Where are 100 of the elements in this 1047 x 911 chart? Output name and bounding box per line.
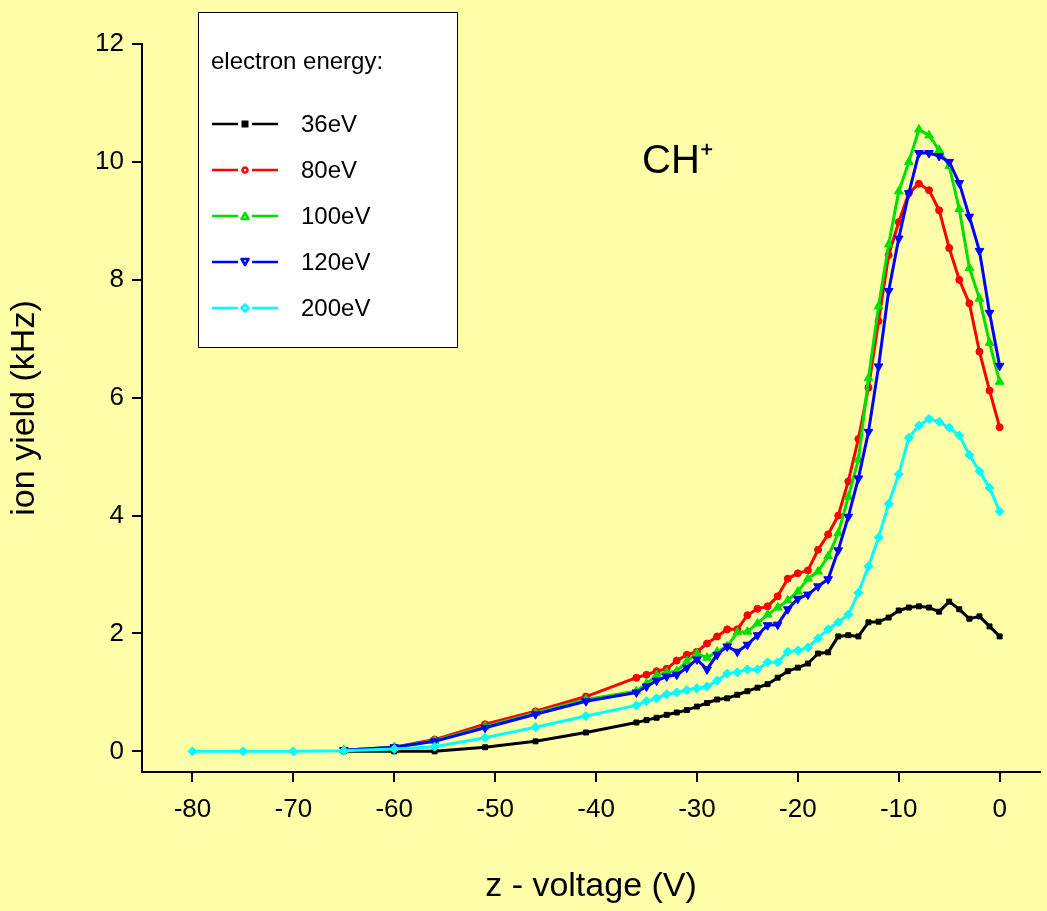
point (782, 594, 793, 604)
point (753, 604, 762, 613)
point (722, 668, 733, 679)
point (772, 657, 783, 668)
point (996, 633, 1003, 640)
point (994, 376, 1005, 385)
point (772, 602, 783, 611)
legend-title: electron energy: (210, 47, 385, 76)
point (865, 619, 872, 626)
point (974, 247, 985, 257)
point (742, 641, 753, 651)
point (802, 642, 813, 653)
x-tick-label: -80 (173, 792, 212, 823)
point (835, 633, 842, 640)
point (671, 671, 682, 681)
point (863, 428, 874, 438)
point (641, 683, 652, 693)
point (673, 709, 680, 716)
point (803, 591, 813, 601)
point (682, 655, 692, 665)
point (683, 707, 690, 714)
point (794, 664, 801, 671)
point (883, 498, 894, 509)
point (994, 362, 1005, 372)
point (712, 675, 723, 686)
point (732, 648, 743, 658)
x-tick-label: -20 (779, 792, 817, 823)
point (288, 746, 299, 757)
annotation: CH⁺ (642, 137, 714, 182)
point (530, 711, 541, 720)
point (974, 293, 985, 302)
point (723, 625, 732, 634)
y-tick-label: 0 (109, 734, 124, 765)
point (883, 287, 894, 297)
point (580, 711, 591, 721)
point (793, 569, 802, 578)
x-tick-label: -50 (476, 792, 514, 823)
point (631, 689, 642, 698)
point (893, 235, 904, 245)
point (855, 633, 862, 640)
point (974, 466, 985, 477)
point (833, 547, 844, 556)
point (976, 613, 983, 620)
point (480, 732, 491, 743)
point (672, 656, 681, 665)
point (704, 700, 711, 707)
point (934, 416, 945, 427)
legend-label: 200eV (301, 294, 371, 322)
point (653, 714, 660, 721)
point (813, 583, 823, 592)
point (853, 475, 864, 484)
point (762, 657, 773, 668)
y-tick-label: 6 (109, 380, 124, 411)
legend-label: 120eV (301, 248, 371, 276)
point (885, 614, 892, 621)
point (641, 696, 652, 707)
point (895, 607, 902, 614)
point (964, 449, 975, 460)
point (955, 275, 964, 284)
point (792, 645, 803, 656)
y-tick-label: 12 (95, 27, 124, 58)
point (813, 633, 824, 644)
point (863, 561, 874, 572)
point (793, 595, 803, 605)
point (742, 626, 753, 635)
point (893, 469, 904, 480)
point (823, 550, 833, 560)
point (905, 604, 912, 611)
point (893, 185, 904, 195)
point (995, 423, 1004, 432)
point (934, 144, 944, 154)
point (984, 482, 995, 493)
point (772, 621, 783, 631)
point (632, 673, 641, 682)
point (823, 624, 834, 635)
point (914, 150, 924, 159)
point (873, 532, 884, 543)
y-tick-label: 2 (109, 616, 124, 647)
point (924, 150, 934, 159)
point (702, 652, 712, 661)
point (883, 238, 894, 248)
point (945, 243, 954, 252)
point (784, 668, 791, 675)
point (773, 592, 782, 601)
point (631, 700, 642, 711)
point (954, 180, 965, 189)
point (682, 664, 692, 674)
point (965, 299, 974, 308)
point (913, 420, 924, 431)
point (845, 632, 852, 639)
point (964, 213, 975, 223)
point (914, 123, 924, 133)
point (956, 606, 963, 613)
legend-label: 36eV (301, 110, 358, 138)
point (904, 156, 914, 165)
y-tick-label: 4 (109, 498, 124, 529)
point (793, 586, 803, 595)
point (774, 674, 781, 681)
point (825, 649, 832, 656)
point (693, 703, 700, 710)
